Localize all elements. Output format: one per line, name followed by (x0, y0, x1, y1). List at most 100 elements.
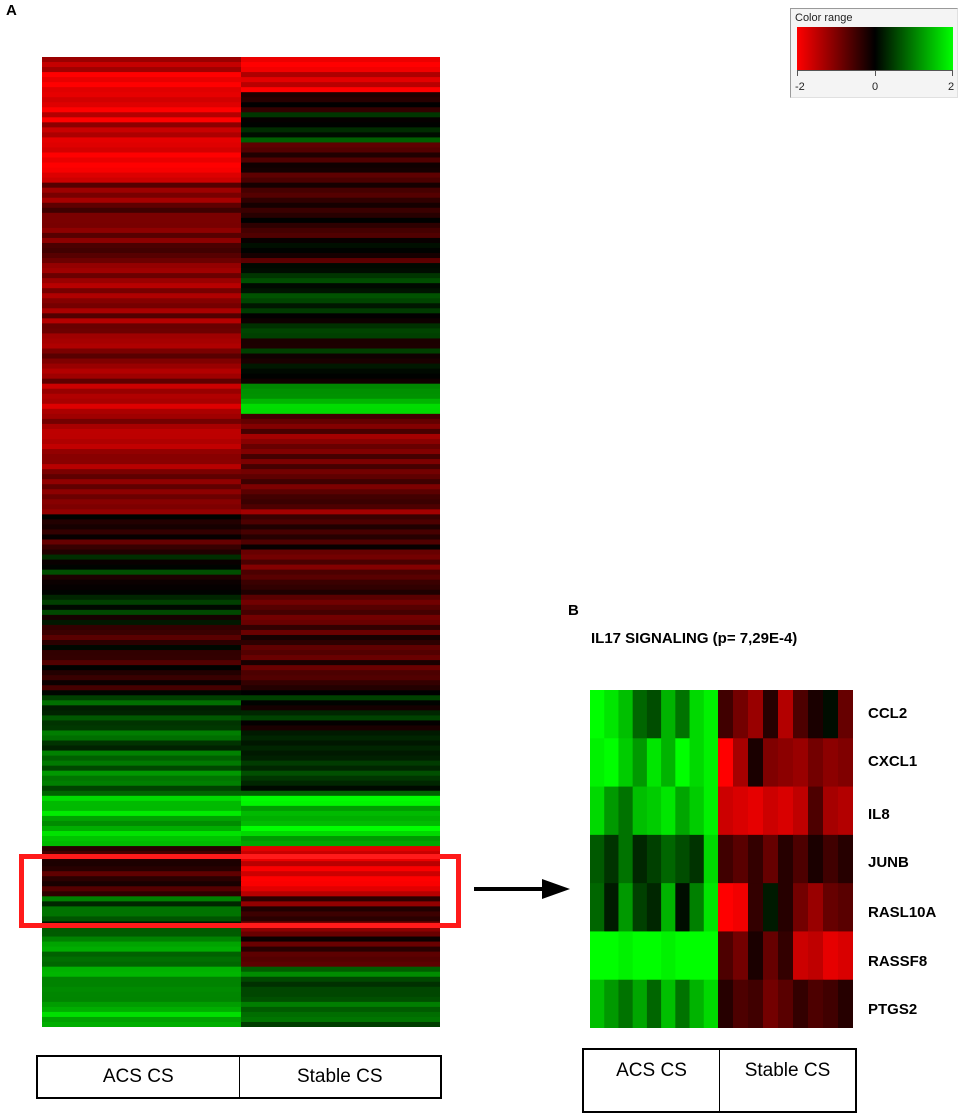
heatmap-b-cell (793, 786, 809, 836)
heatmap-a-cell (42, 805, 242, 812)
heatmap-a-cell (241, 318, 440, 324)
heatmap-b-cell (718, 834, 734, 884)
heatmap-b-cell (590, 834, 605, 884)
heatmap-b-cell (748, 738, 764, 788)
heatmap-b-cell (823, 883, 839, 932)
heatmap-a-cell (241, 378, 440, 385)
heatmap-a-cell (241, 363, 440, 370)
heatmap-a-cell (241, 157, 440, 164)
heatmap-a-cell (241, 740, 440, 747)
heatmap-b-cell (808, 690, 824, 739)
heatmap-a-cell (42, 348, 242, 355)
heatmap-b-cell (763, 883, 779, 932)
heatmap-a-cell (241, 529, 440, 535)
heatmap-a-cell (42, 634, 242, 641)
heatmap-a-cell (241, 886, 440, 892)
heatmap-b-cell (675, 979, 691, 1028)
heatmap-a-cell (241, 735, 440, 742)
heatmap-b-cell (808, 979, 824, 1028)
heatmap-b-cell (661, 690, 676, 739)
heatmap-a-cell (241, 876, 440, 882)
heatmap-b-cell (661, 931, 676, 981)
heatmap-a-cell (42, 142, 242, 148)
heatmap-a-cell (42, 247, 242, 254)
heatmap-a-cell (42, 820, 242, 827)
heatmap-b-cell (703, 834, 719, 884)
heatmap-a-cell (42, 861, 242, 867)
heatmap-a-cell (42, 509, 242, 515)
legend-tick-min (797, 71, 798, 76)
heatmap-a-cell (42, 318, 242, 324)
heatmap-a-cell (42, 338, 242, 344)
heatmap-a-cell (42, 192, 242, 199)
heatmap-a-cell (241, 534, 440, 540)
heatmap-b-cell (689, 931, 705, 981)
heatmap-b-cell (718, 786, 734, 836)
heatmap-a-cell (241, 62, 440, 68)
heatmap-a-cell (241, 408, 440, 415)
heatmap-b-cell (590, 786, 605, 836)
heatmap-a-cell (42, 1011, 242, 1018)
heatmap-a-cell (241, 916, 440, 922)
group-labels-b: ACS CS Stable CS (582, 1048, 857, 1113)
heatmap-a-cell (241, 147, 440, 153)
heatmap-a-cell (241, 87, 440, 93)
heatmap-a-cell (241, 273, 440, 279)
heatmap-a-cell (241, 348, 440, 355)
heatmap-a-cell (241, 996, 440, 1003)
heatmap-b-cell (632, 786, 648, 836)
heatmap-a-cell (42, 825, 242, 832)
group-label-stable: Stable CS (238, 1057, 441, 1097)
heatmap-a-cell (241, 353, 440, 360)
heatmap-a-cell (42, 57, 242, 63)
heatmap-b-cell (808, 738, 824, 788)
heatmap-a-cell (42, 323, 242, 329)
heatmap-a-cell (241, 514, 440, 520)
heatmap-a-cell (42, 263, 242, 269)
heatmap-a-cell (42, 951, 242, 958)
heatmap-a-cell (42, 398, 242, 405)
heatmap-a-cell (42, 996, 242, 1003)
heatmap-a (42, 57, 440, 1027)
heatmap-a-cell (42, 539, 242, 546)
heatmap-a-cell (42, 589, 242, 596)
heatmap-a-cell (241, 1021, 440, 1027)
heatmap-b-cell (718, 931, 734, 981)
heatmap-a-cell (42, 856, 242, 862)
heatmap-a-cell (42, 489, 242, 495)
heatmap-a-cell (42, 846, 242, 852)
heatmap-a-cell (42, 911, 242, 917)
heatmap-b-cell (675, 690, 691, 739)
heatmap-a-cell (42, 901, 242, 907)
heatmap-a-cell (42, 313, 242, 319)
heatmap-a-cell (42, 1021, 242, 1027)
heatmap-b-cell (838, 786, 853, 836)
heatmap-a-cell (42, 680, 242, 686)
heatmap-b-cell (703, 690, 719, 739)
heatmap-a-cell (42, 594, 242, 601)
heatmap-b-cell (604, 690, 619, 739)
heatmap-a-cell (42, 745, 242, 752)
heatmap-b-cell (675, 738, 691, 788)
heatmap-a-cell (42, 991, 242, 998)
heatmap-b-cell (763, 979, 779, 1028)
heatmap-a-cell (241, 856, 440, 862)
heatmap-a-cell (241, 343, 440, 350)
heatmap-a-cell (42, 655, 242, 661)
group-label-acs: ACS CS (616, 1060, 687, 1081)
heatmap-a-cell (241, 760, 440, 767)
heatmap-b-cell (689, 690, 705, 739)
legend-max-label: 2 (948, 81, 955, 93)
heatmap-b-cell (808, 931, 824, 981)
heatmap-a-cell (241, 428, 440, 435)
heatmap-a-cell (42, 499, 242, 505)
heatmap-b-cell (793, 883, 809, 932)
heatmap-a-cell (42, 92, 242, 98)
heatmap-b-cell (661, 834, 676, 884)
heatmap-a-cell (241, 443, 440, 450)
heatmap-a-cell (42, 232, 242, 239)
heatmap-a-cell (42, 378, 242, 385)
heatmap-b-cell (793, 834, 809, 884)
heatmap-b-cell (733, 979, 749, 1028)
heatmap-a-cell (241, 936, 440, 943)
